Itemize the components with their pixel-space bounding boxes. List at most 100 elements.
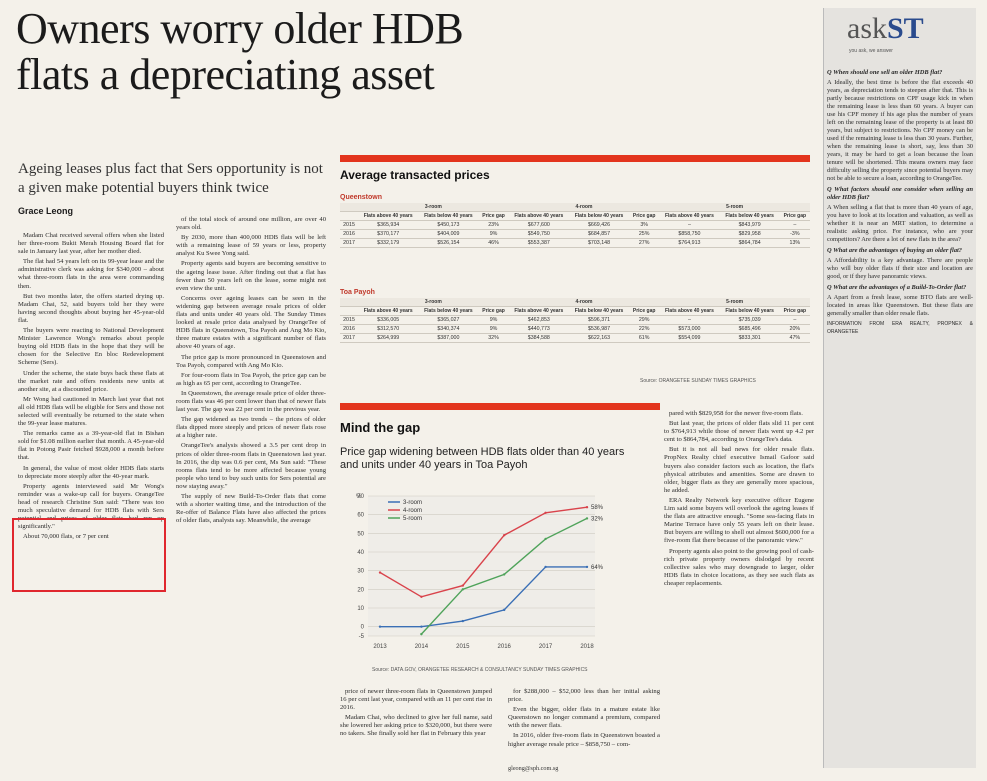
- paragraph: Mr Wong had cautioned in March last year…: [18, 396, 164, 428]
- price-cell: $536,987: [569, 325, 629, 334]
- subhead: Ageing leases plus fact that Sers opport…: [18, 160, 323, 198]
- column-header: Price gap: [629, 307, 659, 316]
- headline: Owners worry older HDB flats a depreciat…: [16, 6, 816, 98]
- year-cell: 2015: [340, 316, 358, 325]
- column-header: Price gap: [478, 307, 508, 316]
- sidebar-question: Q What are the advantages of a Build-To-…: [827, 284, 973, 292]
- year-cell: 2017: [340, 239, 358, 248]
- paragraph: But two months later, the offers started…: [18, 293, 164, 325]
- table-row: 2016 $370,177 $404,009 9% $549,750 $684,857 25…: [340, 230, 810, 239]
- y-tick-label: 60: [357, 513, 364, 519]
- data-point: [586, 506, 588, 508]
- room-group-header: 5-room: [659, 203, 810, 212]
- legend-label: 3-room: [403, 500, 422, 506]
- sidebar-credit: INFORMATION FROM ERA REALTY, PROPNEX & O…: [827, 320, 973, 336]
- data-point: [379, 571, 381, 573]
- headline-line-1: Owners worry older HDB: [16, 6, 816, 52]
- price-cell: $573,000: [659, 325, 719, 334]
- article-column-3: price of newer three-room flats in Queen…: [340, 688, 492, 768]
- price-cell: –: [659, 316, 719, 325]
- paragraph: In general, the value of most older HDB …: [18, 465, 164, 481]
- price-cell: 9%: [478, 325, 508, 334]
- room-group-header: 3-room: [358, 203, 509, 212]
- data-point: [462, 620, 464, 622]
- price-cell: 9%: [478, 316, 508, 325]
- price-cell: -3%: [780, 230, 810, 239]
- data-point: [503, 573, 505, 575]
- price-cell: $764,913: [659, 239, 719, 248]
- sidebar-answer: A Ideally, the best time is before the f…: [827, 79, 973, 183]
- paragraph: Madam Chai received several offers when …: [18, 232, 164, 256]
- paragraph: For four-room flats in Toa Payoh, the pr…: [176, 372, 326, 388]
- paragraph: In Queenstown, the average resale price …: [176, 390, 326, 414]
- price-cell: 32%: [478, 334, 508, 343]
- x-tick-label: 2017: [539, 644, 553, 650]
- headline-line-2: flats a depreciating asset: [16, 52, 816, 98]
- end-value-label: 32%: [591, 516, 604, 522]
- article-column-5: pared with $829,958 for the newer five-r…: [664, 410, 814, 767]
- y-tick-label: 50: [357, 531, 364, 537]
- end-value-label: 58%: [591, 505, 604, 511]
- table-top-rule: [340, 155, 810, 162]
- table-row: 2017 $332,179 $526,154 46% $553,387 $703,148 2…: [340, 239, 810, 248]
- price-cell: $526,154: [418, 239, 478, 248]
- data-point: [462, 588, 464, 590]
- price-cell: $404,009: [418, 230, 478, 239]
- price-cell: $829,958: [720, 230, 780, 239]
- toapayoh-label: Toa Payoh: [340, 289, 375, 296]
- sidebar-qa: Q When should one sell an older HDB flat…: [827, 66, 973, 756]
- paragraph: Even the bigger, older flats in a mature…: [508, 706, 660, 730]
- column-header: Flats above 40 years: [659, 307, 719, 316]
- paragraph: In 2016, older five-room flats in Queens…: [508, 732, 660, 748]
- paragraph: The supply of new Build-To-Order flats t…: [176, 493, 326, 525]
- price-cell: $622,163: [569, 334, 629, 343]
- y-tick-label: 40: [357, 550, 364, 556]
- x-tick-label: 2013: [373, 644, 387, 650]
- data-point: [503, 534, 505, 536]
- legend-label: 5-room: [403, 516, 422, 522]
- queenstown-label: Queenstown: [340, 194, 382, 201]
- sidebar-question: Q What factors should one consider when …: [827, 186, 973, 202]
- price-cell: $685,496: [720, 325, 780, 334]
- end-value-label: 64%: [591, 565, 604, 571]
- price-cell: $677,600: [509, 221, 569, 230]
- price-cell: $462,853: [509, 316, 569, 325]
- column-header: Price gap: [478, 212, 508, 221]
- x-tick-label: 2014: [415, 644, 429, 650]
- price-cell: $365,027: [418, 316, 478, 325]
- price-cell: $684,857: [569, 230, 629, 239]
- column-header: Flats above 40 years: [358, 212, 418, 221]
- paragraph: The gap widened as two trends – the pric…: [176, 416, 326, 440]
- price-cell: $384,588: [509, 334, 569, 343]
- price-cell: $365,934: [358, 221, 418, 230]
- price-cell: $370,177: [358, 230, 418, 239]
- article-column-1: Madam Chai received several offers when …: [18, 232, 164, 767]
- paragraph: Under the scheme, the state buys back th…: [18, 370, 164, 394]
- price-cell: 25%: [629, 230, 659, 239]
- column-header: Flats below 40 years: [569, 307, 629, 316]
- year-cell: 2016: [340, 325, 358, 334]
- column-header: Flats above 40 years: [509, 307, 569, 316]
- column-header: Price gap: [780, 307, 810, 316]
- price-cell: $440,773: [509, 325, 569, 334]
- room-group-header: 3-room: [358, 298, 509, 307]
- article-column-4: for $288,000 – $52,000 less than her ini…: [508, 688, 660, 764]
- y-tick-label: 10: [357, 606, 364, 612]
- column-header: Flats below 40 years: [569, 212, 629, 221]
- data-point: [544, 538, 546, 540]
- column-header: Flats above 40 years: [509, 212, 569, 221]
- price-cell: $864,784: [720, 239, 780, 248]
- price-cell: $340,374: [418, 325, 478, 334]
- data-point: [379, 625, 381, 627]
- price-cell: $450,173: [418, 221, 478, 230]
- prices-table-title: Average transacted prices: [340, 168, 490, 182]
- data-point: [503, 609, 505, 611]
- paragraph: for $288,000 – $52,000 less than her ini…: [508, 688, 660, 704]
- prices-table-source: Source: ORANGETEE SUNDAY TIMES GRAPHICS: [640, 378, 756, 384]
- price-cell: $858,750: [659, 230, 719, 239]
- data-point: [544, 512, 546, 514]
- chart-title: Mind the gap: [340, 420, 420, 435]
- column-header: Flats below 40 years: [418, 307, 478, 316]
- st-text: ST: [887, 12, 924, 45]
